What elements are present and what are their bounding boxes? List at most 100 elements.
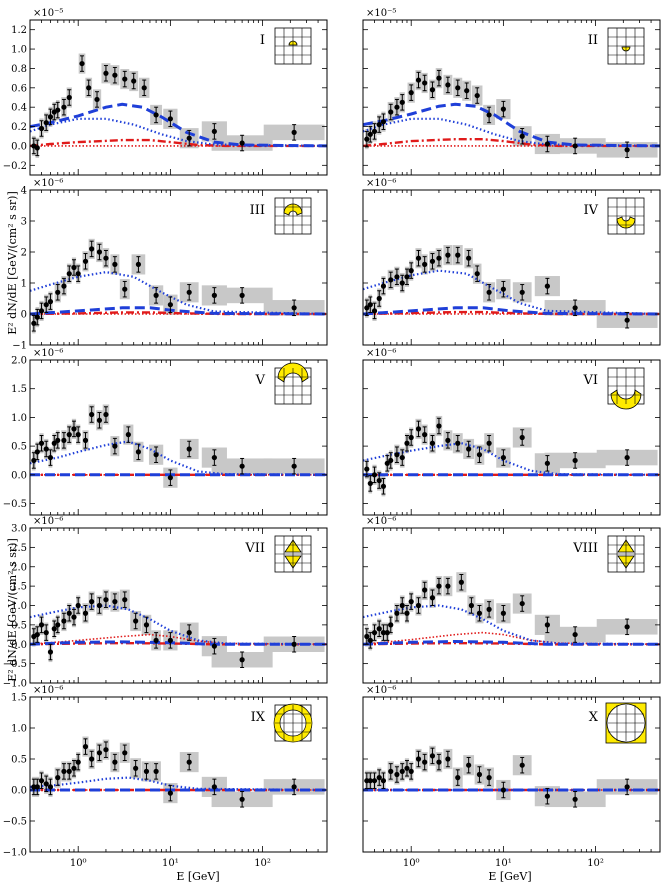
data-point [624,624,630,630]
data-point [167,116,173,122]
data-point [211,784,217,790]
data-point [103,255,109,261]
data-point [572,631,578,638]
y-tick-label: 1.0 [11,724,27,735]
data-point [624,147,630,153]
y-multiplier: ×10⁻⁵ [366,8,396,19]
data-point [34,145,40,151]
data-point [364,136,370,142]
x-tick-label: 10⁰ [70,858,87,869]
data-point [422,432,428,438]
data-point [408,768,414,775]
panel-label: I [260,33,265,48]
data-point [445,437,451,443]
x-tick-label: 10² [254,858,271,869]
data-point [43,446,49,452]
data-point [468,602,475,609]
panel-VII: −1.0 −0.5 0.0 0.5 1.0 1.5 2.0 2.5 3.0 ×10⁻⁶ VII [3,516,328,690]
data-point [429,87,436,93]
data-point [125,432,131,438]
data-point [544,622,550,628]
model-curve-blue-dotted [363,117,660,147]
data-point [55,289,61,295]
data-point [436,423,442,429]
data-point [55,107,61,113]
data-point [103,747,109,753]
x-tick-label: 10¹ [162,858,179,869]
y-tick-label: 2.0 [11,356,27,367]
y-tick-label: −1 [12,341,27,352]
data-point [47,649,54,655]
data-point [455,85,461,91]
data-point [376,295,382,302]
data-point [371,128,378,135]
data-point [96,417,103,423]
data-point [291,784,297,790]
data-point [112,443,118,449]
y-tick-label: 1.0 [11,601,27,612]
data-point [43,302,49,308]
data-point [122,750,128,756]
data-point [239,463,245,469]
data-point [82,744,89,750]
data-point [38,622,45,628]
data-point [486,440,492,446]
data-point [89,246,95,252]
y-tick-label: 0.0 [11,786,27,797]
data-point [436,759,442,765]
panel-I: −0.2 0.0 0.2 0.4 0.6 0.8 1.0 1.2 ×10⁻⁵ I [3,8,328,176]
panel-frame [29,696,328,853]
y-axis-label-top-text: E² dN/dE [GeV/(cm² s sr)] [6,191,19,335]
data-point [367,637,373,643]
region-icon [607,535,645,573]
data-point [500,454,506,461]
y-tick-label: 0.2 [11,122,27,133]
panel-VI: ×10⁻⁶ VI [362,348,661,516]
y-multiplier: ×10⁻⁶ [33,348,63,359]
region-icon [274,197,312,235]
data-point [500,610,506,616]
panel-III: −1 0 1 2 3 4 ×10⁻⁶ III [12,178,328,352]
panel-VIII: ×10⁻⁶ VIII [362,516,661,684]
data-point [624,317,630,323]
panel-IV: ×10⁻⁶ IV [362,178,661,346]
model-curve-blue-dashed [363,102,660,148]
data-point [404,765,410,771]
data-point [476,610,483,616]
data-point [445,583,451,589]
model-curve-blue-dashed [363,639,660,646]
data-point [38,440,45,446]
model-curve-blue-dashed [363,306,660,316]
model-curve-blue-dotted [30,117,327,147]
data-point [66,94,72,101]
model-curve-blue-dashed [30,306,327,316]
data-point [394,452,400,458]
data-point [572,143,578,149]
data-point [47,114,54,120]
data-point [544,141,550,147]
data-point [43,630,49,636]
panel-label: VII [244,541,265,556]
data-point [291,129,297,135]
data-point [408,90,414,96]
data-point [384,460,390,466]
y-tick-label: 0 [21,310,27,321]
data-point [436,75,442,81]
data-point [55,775,61,781]
data-point [47,299,54,305]
panel-label: VIII [572,541,598,556]
data-point [55,437,61,443]
data-point [364,633,370,640]
panel-frame [362,189,661,346]
data-point [422,587,428,593]
data-point [135,261,142,267]
data-point [404,610,410,616]
y-multiplier: ×10⁻⁵ [33,8,63,19]
y-multiplier: ×10⁻⁶ [33,685,63,696]
y-tick-label: −1.0 [3,848,27,859]
data-point [211,128,217,135]
data-point [82,610,89,616]
data-point [486,289,492,295]
data-point [61,618,67,624]
data-point [380,283,387,289]
